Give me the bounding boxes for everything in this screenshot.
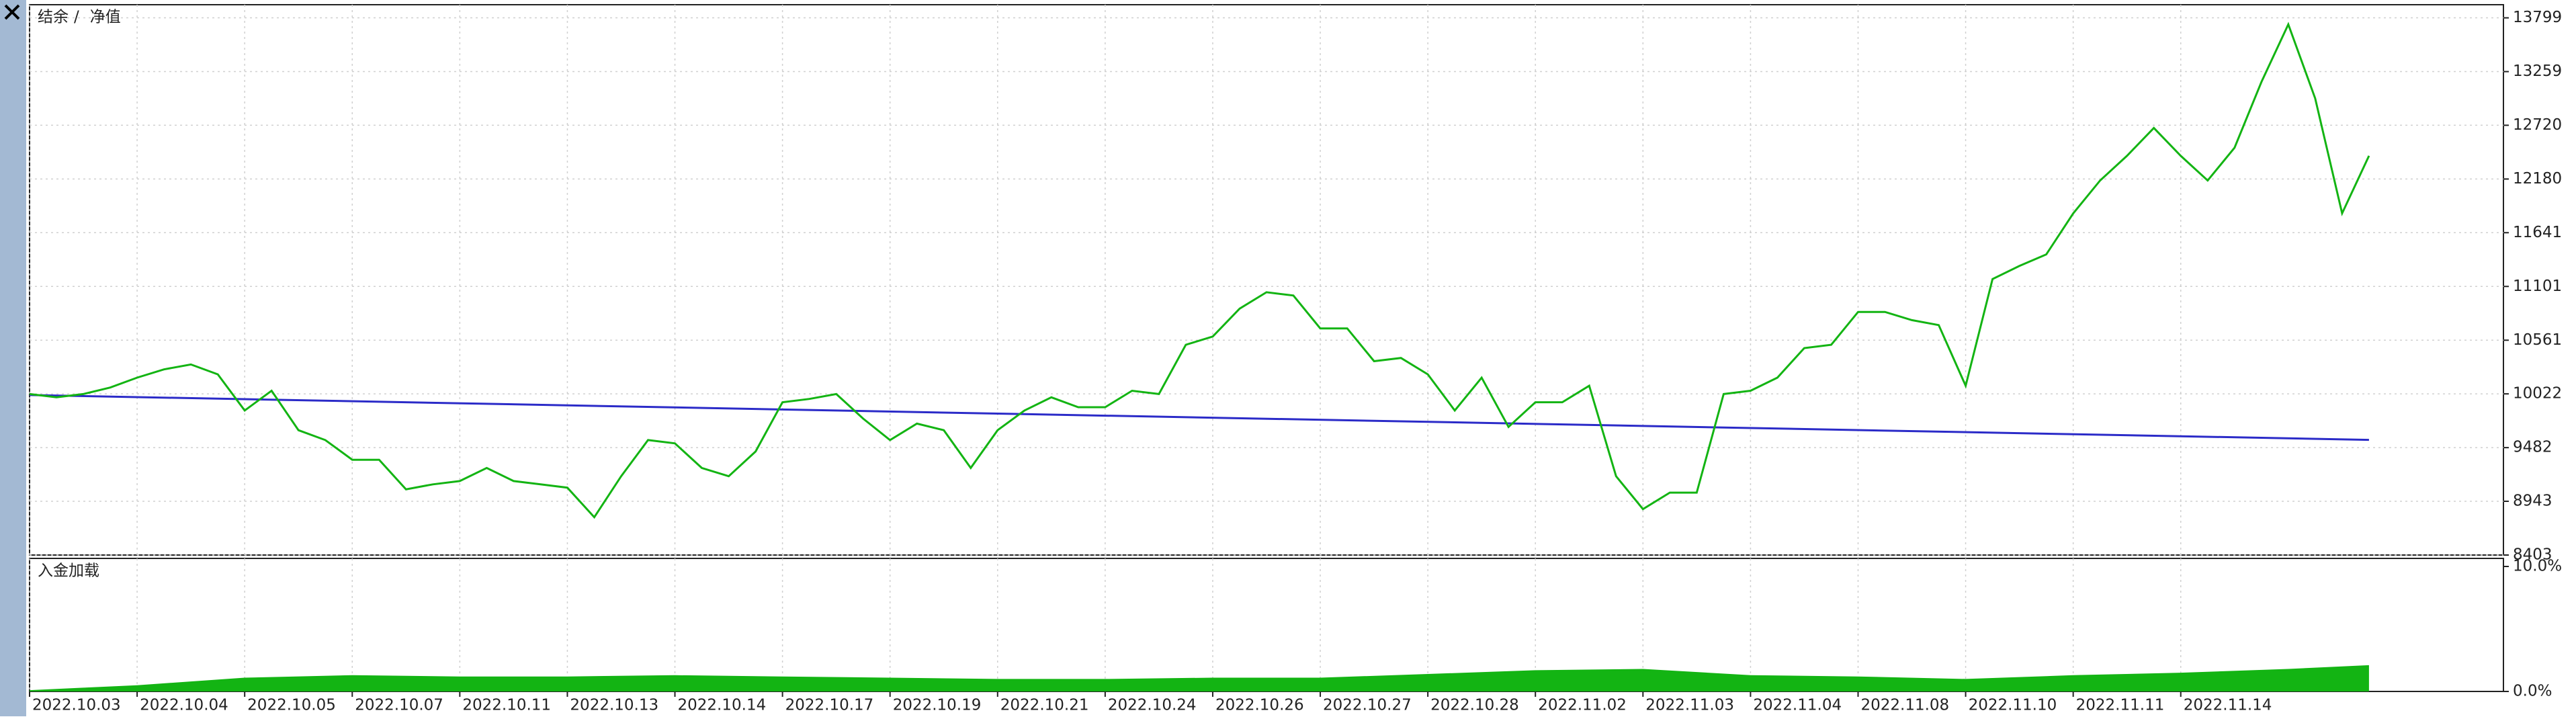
legend-entry: 结余 bbox=[38, 9, 69, 26]
x-tick-label: 2022.11.08 bbox=[1860, 697, 1949, 714]
x-tick-label: 2022.11.03 bbox=[1645, 697, 1734, 714]
x-tick-label: 2022.11.11 bbox=[2076, 697, 2165, 714]
y-tick-label: 10022 bbox=[2513, 385, 2562, 403]
x-tick-label: 2022.10.05 bbox=[247, 697, 336, 714]
load-panel bbox=[29, 558, 2504, 692]
main-panel bbox=[29, 4, 2504, 556]
x-tick-label: 2022.10.28 bbox=[1430, 697, 1519, 714]
panel-title: 入金加载 bbox=[38, 562, 99, 580]
y-tick-label: 8403 bbox=[2513, 546, 2552, 564]
legend-separator: / bbox=[74, 9, 79, 26]
y-tick-label: 12720 bbox=[2513, 116, 2562, 134]
y-tick-label: 11101 bbox=[2513, 278, 2562, 295]
y-tick-label: 9482 bbox=[2513, 439, 2552, 456]
x-tick-label: 2022.10.07 bbox=[355, 697, 443, 714]
legend-entry: 净值 bbox=[90, 9, 121, 26]
series-line bbox=[29, 394, 2369, 441]
x-tick-label: 2022.10.04 bbox=[140, 697, 228, 714]
y-tick-label: 8943 bbox=[2513, 492, 2552, 509]
x-tick-label: 2022.10.21 bbox=[1000, 697, 1089, 714]
x-tick-label: 2022.11.10 bbox=[1969, 697, 2057, 714]
load-area bbox=[30, 665, 2369, 691]
y-tick-label: 13799 bbox=[2513, 9, 2562, 26]
x-tick-label: 2022.10.19 bbox=[893, 697, 982, 714]
side-panel bbox=[0, 0, 26, 716]
x-tick-label: 2022.10.14 bbox=[678, 697, 767, 714]
y-tick-label: 10561 bbox=[2513, 331, 2562, 349]
x-tick-label: 2022.10.24 bbox=[1108, 697, 1197, 714]
x-tick-label: 2022.10.13 bbox=[570, 697, 658, 714]
y-tick-label: 12180 bbox=[2513, 170, 2562, 187]
x-tick-label: 2022.11.14 bbox=[2184, 697, 2272, 714]
close-button[interactable] bbox=[4, 4, 20, 20]
x-tick-label: 2022.10.03 bbox=[32, 697, 121, 714]
x-tick-label: 2022.10.26 bbox=[1215, 697, 1304, 714]
x-tick-label: 2022.11.04 bbox=[1753, 697, 1842, 714]
x-tick-label: 2022.10.27 bbox=[1323, 697, 1412, 714]
y-tick-label: 0.0% bbox=[2513, 683, 2552, 700]
x-tick-label: 2022.10.11 bbox=[462, 697, 551, 714]
y-tick-label: 10.0% bbox=[2513, 558, 2562, 575]
x-tick-label: 2022.10.17 bbox=[785, 697, 874, 714]
y-tick-label: 11641 bbox=[2513, 224, 2562, 241]
series-line bbox=[29, 22, 2370, 519]
y-tick-label: 13259 bbox=[2513, 62, 2562, 80]
x-tick-label: 2022.11.02 bbox=[1538, 697, 1627, 714]
